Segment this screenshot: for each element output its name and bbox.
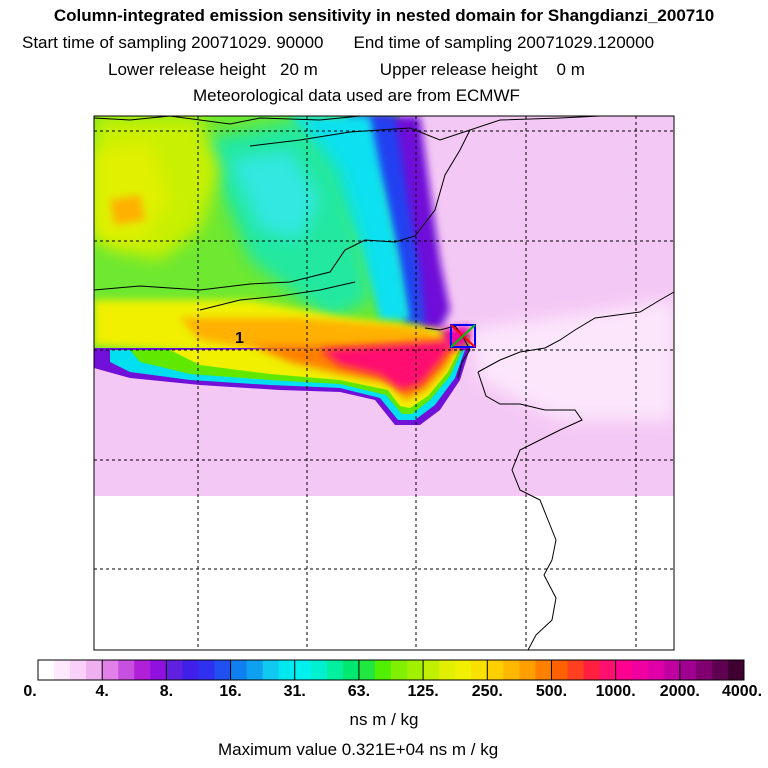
lower-release-height-label: Lower release height 20 m — [108, 60, 318, 79]
lat-lon-grid — [94, 116, 674, 650]
colorbar-cell — [198, 660, 215, 680]
colorbar-tick-label: 250. — [471, 683, 503, 700]
colorbar-tick-label: 16. — [219, 683, 242, 700]
end-time-label: End time of sampling 20071029.120000 — [353, 33, 655, 52]
colorbar-cell — [70, 660, 87, 680]
colorbar-cell — [326, 660, 344, 680]
colorbar-cell — [246, 660, 264, 680]
colorbar-cell — [631, 660, 649, 680]
colorbar-cell — [294, 660, 312, 680]
colorbar-tick-label: 4000. — [721, 683, 763, 700]
colorbar-tick-label: 31. — [283, 683, 306, 700]
colorbar-cell — [535, 660, 552, 680]
colorbar-cell — [519, 660, 536, 680]
colorbar-cell — [503, 660, 520, 680]
colorbar-cell — [38, 660, 55, 680]
colorbar-cell — [118, 660, 135, 680]
colorbar-cell — [102, 660, 119, 680]
colorbar-cell — [310, 660, 328, 680]
colorbar-cell — [423, 660, 440, 680]
colorbar-cell — [567, 660, 585, 680]
colorbar-cell — [487, 660, 504, 680]
colorbar-tick-label: 1000. — [595, 683, 636, 700]
colorbar-tick-label: 4. — [95, 683, 109, 700]
colorbar-unit-label: ns m / kg — [349, 710, 419, 729]
colorbar-cell — [695, 660, 713, 680]
release-height-line: Lower release height 20 m Upper release h… — [108, 60, 585, 80]
colorbar-tick-label: 63. — [347, 683, 371, 700]
plot-title: Column-integrated emission sensitivity i… — [53, 6, 715, 25]
colorbar-tick-label: 125. — [407, 683, 439, 700]
colorbar-cell — [727, 660, 745, 680]
colorbar-tick-label: 2000. — [659, 683, 700, 700]
release-point-label: 1 — [235, 330, 244, 347]
colorbar-cell — [391, 660, 408, 680]
colorbar-tick-label: 0. — [23, 683, 37, 700]
upper-release-height-label: Upper release height 0 m — [379, 60, 585, 79]
colorbar-cell — [551, 660, 568, 680]
colorbar-cell — [150, 660, 167, 680]
colorbar-cell — [86, 660, 103, 680]
colorbar-cell — [134, 660, 151, 680]
receptor-marker — [450, 324, 476, 348]
colorbar-cell — [647, 660, 665, 680]
colorbar — [37, 659, 745, 681]
colorbar-cell — [374, 660, 392, 680]
colorbar-cell — [615, 660, 633, 680]
colorbar-tick-label: 500. — [535, 683, 568, 700]
sensitivity-field — [94, 116, 674, 496]
colorbar-cell — [663, 660, 681, 680]
colorbar-cell — [407, 660, 424, 680]
start-time-label: Start time of sampling 20071029. 90000 — [22, 33, 324, 52]
colorbar-cell — [262, 660, 280, 680]
colorbar-cell — [711, 660, 729, 680]
colorbar-cell — [439, 660, 456, 680]
colorbar-cell — [471, 660, 488, 680]
meteorology-line: Meteorological data used are from ECMWF — [193, 86, 520, 105]
colorbar-cell — [455, 660, 472, 680]
colorbar-cell — [599, 660, 617, 680]
map-frame — [93, 115, 675, 651]
colorbar-cell — [166, 660, 183, 680]
colorbar-cell — [358, 660, 376, 680]
colorbar-cell — [679, 660, 697, 680]
colorbar-cell — [54, 660, 71, 680]
maximum-value-label: Maximum value 0.321E+04 ns m / kg — [218, 740, 499, 759]
colorbar-cell — [230, 660, 248, 680]
colorbar-cell — [214, 660, 232, 680]
colorbar-cell — [182, 660, 199, 680]
colorbar-cell — [342, 660, 360, 680]
map-boundaries — [93, 115, 675, 651]
sampling-time-line: Start time of sampling 20071029. 90000 En… — [22, 33, 654, 53]
colorbar-cell — [278, 660, 296, 680]
colorbar-cell — [583, 660, 601, 680]
colorbar-tick-label: 8. — [159, 683, 174, 700]
